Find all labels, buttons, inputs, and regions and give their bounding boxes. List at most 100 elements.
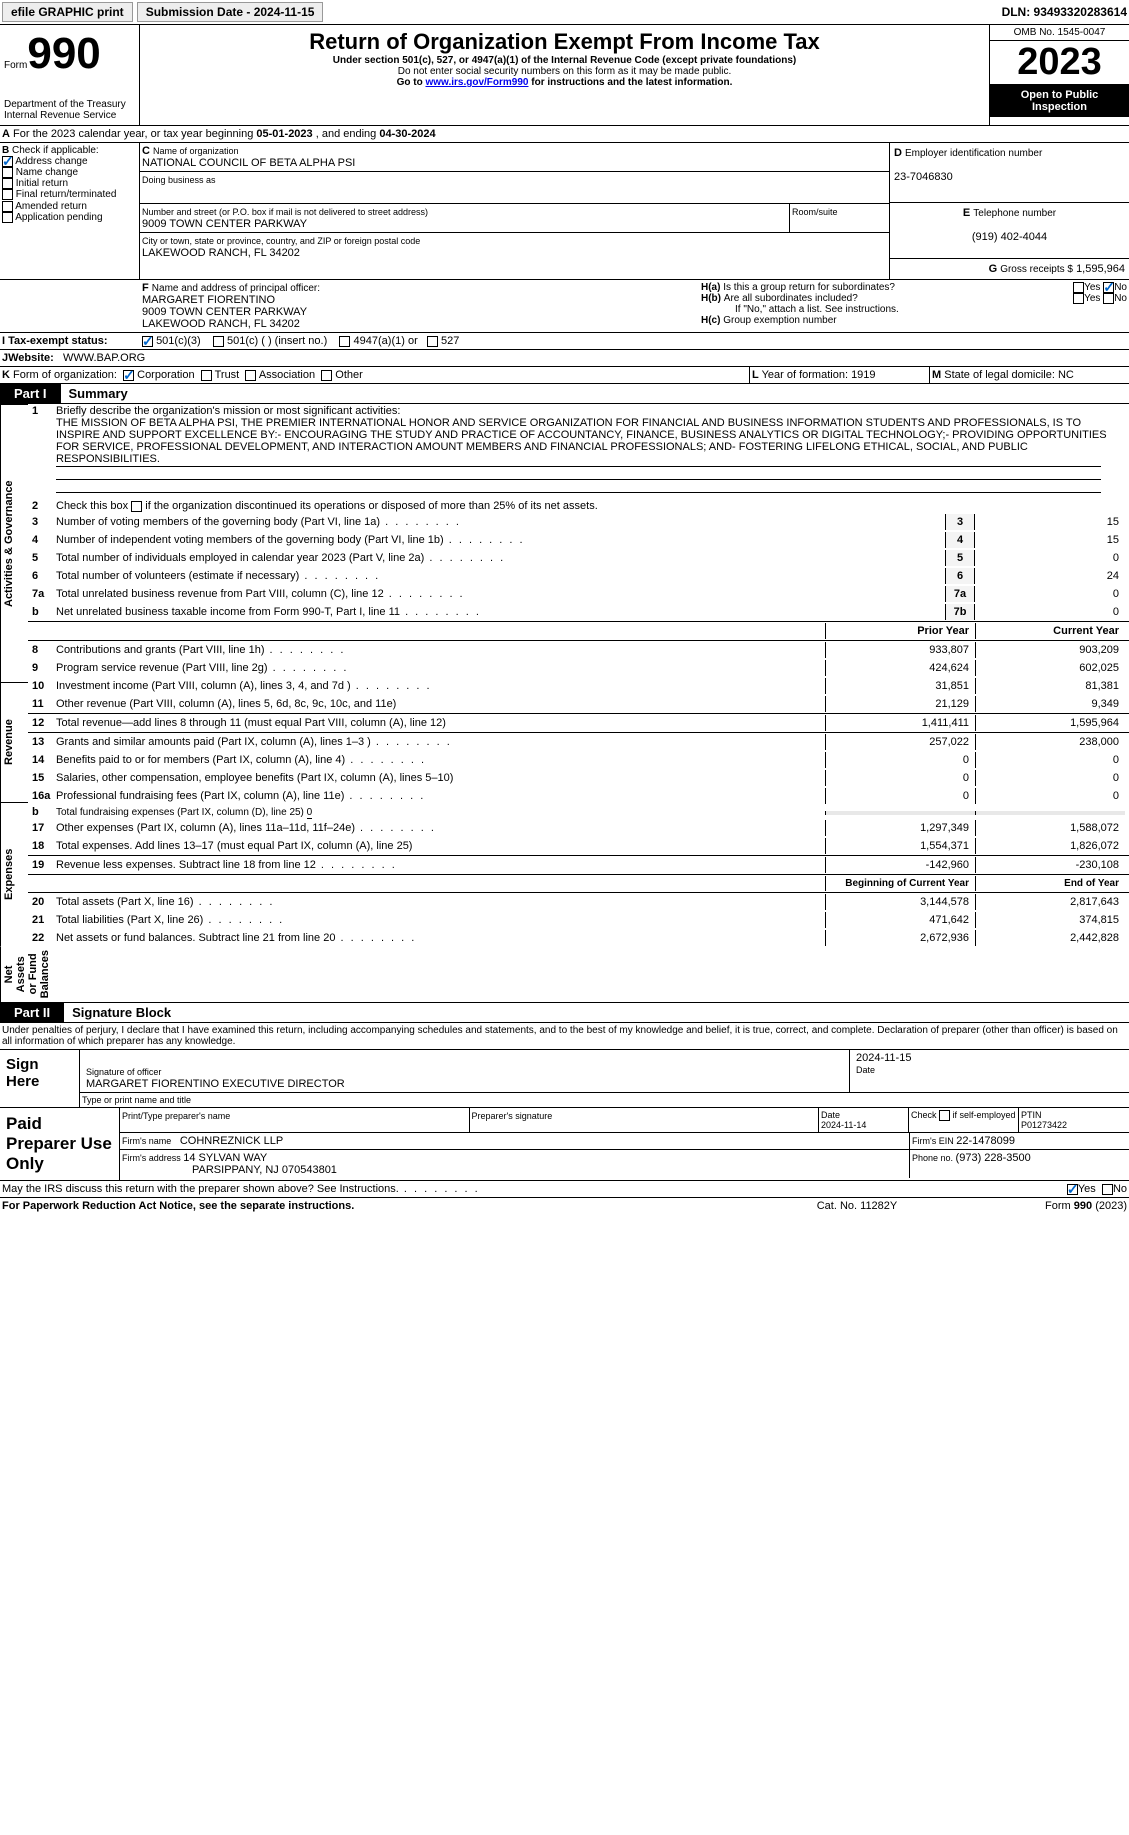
phone-value: (919) 402-4044 [972, 231, 1047, 243]
officer-sig-name: MARGARET FIORENTINO EXECUTIVE DIRECTOR [86, 1078, 345, 1090]
footer-row: For Paperwork Reduction Act Notice, see … [0, 1198, 1129, 1214]
end-hdr: End of Year [975, 876, 1125, 891]
initial-return-checkbox[interactable] [2, 178, 13, 189]
room-label: Room/suite [792, 207, 838, 217]
l21: Total liabilities (Part X, line 26) [56, 914, 825, 926]
top-header: efile GRAPHIC print Submission Date - 20… [0, 0, 1129, 25]
city-label: City or town, state or province, country… [142, 236, 420, 246]
l3: Number of voting members of the governin… [56, 516, 945, 528]
discuss-yes-checkbox[interactable] [1067, 1184, 1078, 1195]
fh-row: F Name and address of principal officer:… [0, 280, 1129, 333]
l9: Program service revenue (Part VIII, line… [56, 662, 825, 674]
perjury-text: Under penalties of perjury, I declare th… [0, 1023, 1129, 1050]
begin-hdr: Beginning of Current Year [825, 876, 975, 891]
side-governance: Activities & Governance [0, 404, 28, 682]
trust-checkbox[interactable] [201, 370, 212, 381]
cat-no: Cat. No. 11282Y [767, 1200, 947, 1212]
l14: Benefits paid to or for members (Part IX… [56, 754, 825, 766]
ptin-value: P01273422 [1021, 1120, 1067, 1130]
hb-note: If "No," attach a list. See instructions… [701, 304, 1127, 315]
open-public-2: Inspection [992, 101, 1127, 113]
org-name-label: Name of organization [153, 146, 239, 156]
addr-change-checkbox[interactable] [2, 156, 13, 167]
l7av: 0 [975, 586, 1125, 602]
officer-name: MARGARET FIORENTINO [142, 294, 275, 306]
l15: Salaries, other compensation, employee b… [56, 772, 825, 784]
l6v: 24 [975, 568, 1125, 584]
part1-label: Part I [0, 384, 61, 403]
sign-here-row: Sign Here Signature of officerMARGARET F… [0, 1050, 1129, 1108]
submission-date-button[interactable]: Submission Date - 2024-11-15 [137, 2, 324, 22]
l5v: 0 [975, 550, 1125, 566]
goto-line: Go to www.irs.gov/Form990 for instructio… [144, 77, 985, 88]
prior-hdr: Prior Year [825, 623, 975, 639]
ha-label: Is this a group return for subordinates? [723, 282, 895, 293]
hb-label: Are all subordinates included? [724, 293, 858, 304]
l3v: 15 [975, 514, 1125, 530]
ha-yes-checkbox[interactable] [1073, 282, 1084, 293]
part2-label: Part II [0, 1003, 64, 1022]
website-value: WWW.BAP.ORG [63, 352, 145, 364]
discuss-text: May the IRS discuss this return with the… [2, 1183, 987, 1195]
amended-checkbox[interactable] [2, 201, 13, 212]
side-expenses: Expenses [0, 802, 28, 946]
l8: Contributions and grants (Part VIII, lin… [56, 644, 825, 656]
part1-header: Part I Summary [0, 384, 1129, 404]
l7bv: 0 [975, 604, 1125, 620]
part2-title: Signature Block [64, 1003, 1129, 1022]
l1-label: Briefly describe the organization's miss… [56, 405, 400, 417]
prep-sig-label: Preparer's signature [472, 1111, 553, 1121]
form-subtitle: Under section 501(c), 527, or 4947(a)(1)… [144, 55, 985, 66]
city-value: LAKEWOOD RANCH, FL 34202 [142, 247, 300, 259]
l17: Other expenses (Part IX, column (A), lin… [56, 822, 825, 834]
l2-checkbox[interactable] [131, 501, 142, 512]
discuss-row: May the IRS discuss this return with the… [0, 1181, 1129, 1198]
irs-link[interactable]: www.irs.gov/Form990 [425, 77, 528, 88]
current-hdr: Current Year [975, 623, 1125, 639]
hc-label: Group exemption number [723, 315, 836, 326]
paid-prep-label: Paid Preparer Use Only [0, 1108, 120, 1180]
other-checkbox[interactable] [321, 370, 332, 381]
line-a: A For the 2023 calendar year, or tax yea… [0, 126, 1129, 143]
firm-phone: (973) 228-3500 [956, 1152, 1031, 1164]
efile-print-button[interactable]: efile GRAPHIC print [2, 2, 133, 22]
paid-preparer-row: Paid Preparer Use Only Print/Type prepar… [0, 1108, 1129, 1181]
street-label: Number and street (or P.O. box if mail i… [142, 207, 428, 217]
part1-body: Activities & Governance Revenue Expenses… [0, 404, 1129, 1002]
sign-here-label: Sign Here [0, 1050, 80, 1107]
l7a: Total unrelated business revenue from Pa… [56, 588, 945, 600]
501c-checkbox[interactable] [213, 336, 224, 347]
l10: Investment income (Part VIII, column (A)… [56, 680, 825, 692]
form-title: Return of Organization Exempt From Incom… [144, 29, 985, 55]
discuss-no-checkbox[interactable] [1102, 1184, 1113, 1195]
l7b: Net unrelated business taxable income fr… [56, 606, 945, 618]
gross-value: 1,595,964 [1076, 263, 1125, 275]
self-employed-checkbox[interactable] [939, 1110, 950, 1121]
l22: Net assets or fund balances. Subtract li… [56, 932, 825, 944]
hb-yes-checkbox[interactable] [1073, 293, 1084, 304]
l11: Other revenue (Part VIII, column (A), li… [56, 698, 825, 710]
501c3-checkbox[interactable] [142, 336, 153, 347]
l18: Total expenses. Add lines 13–17 (must eq… [56, 840, 825, 852]
527-checkbox[interactable] [427, 336, 438, 347]
l4: Number of independent voting members of … [56, 534, 945, 546]
line-j: J Website: WWW.BAP.ORG [0, 350, 1129, 367]
assoc-checkbox[interactable] [245, 370, 256, 381]
type-name-label: Type or print name and title [80, 1093, 1129, 1107]
gross-label: Gross receipts $ [1000, 264, 1073, 275]
sig-officer-label: Signature of officer [86, 1067, 161, 1077]
part1-title: Summary [61, 384, 1129, 403]
l6: Total number of volunteers (estimate if … [56, 570, 945, 582]
ssn-warning: Do not enter social security numbers on … [144, 66, 985, 77]
hb-no-checkbox[interactable] [1103, 293, 1114, 304]
side-net: Net Assets or Fund Balances [0, 946, 28, 1002]
final-return-checkbox[interactable] [2, 189, 13, 200]
tax-year: 2023 [990, 41, 1129, 85]
4947-checkbox[interactable] [339, 336, 350, 347]
corp-checkbox[interactable] [123, 370, 134, 381]
app-pending-checkbox[interactable] [2, 212, 13, 223]
form-word: Form [4, 60, 27, 71]
name-change-checkbox[interactable] [2, 167, 13, 178]
l1-text: THE MISSION OF BETA ALPHA PSI, THE PREMI… [56, 417, 1107, 465]
ha-no-checkbox[interactable] [1103, 282, 1114, 293]
